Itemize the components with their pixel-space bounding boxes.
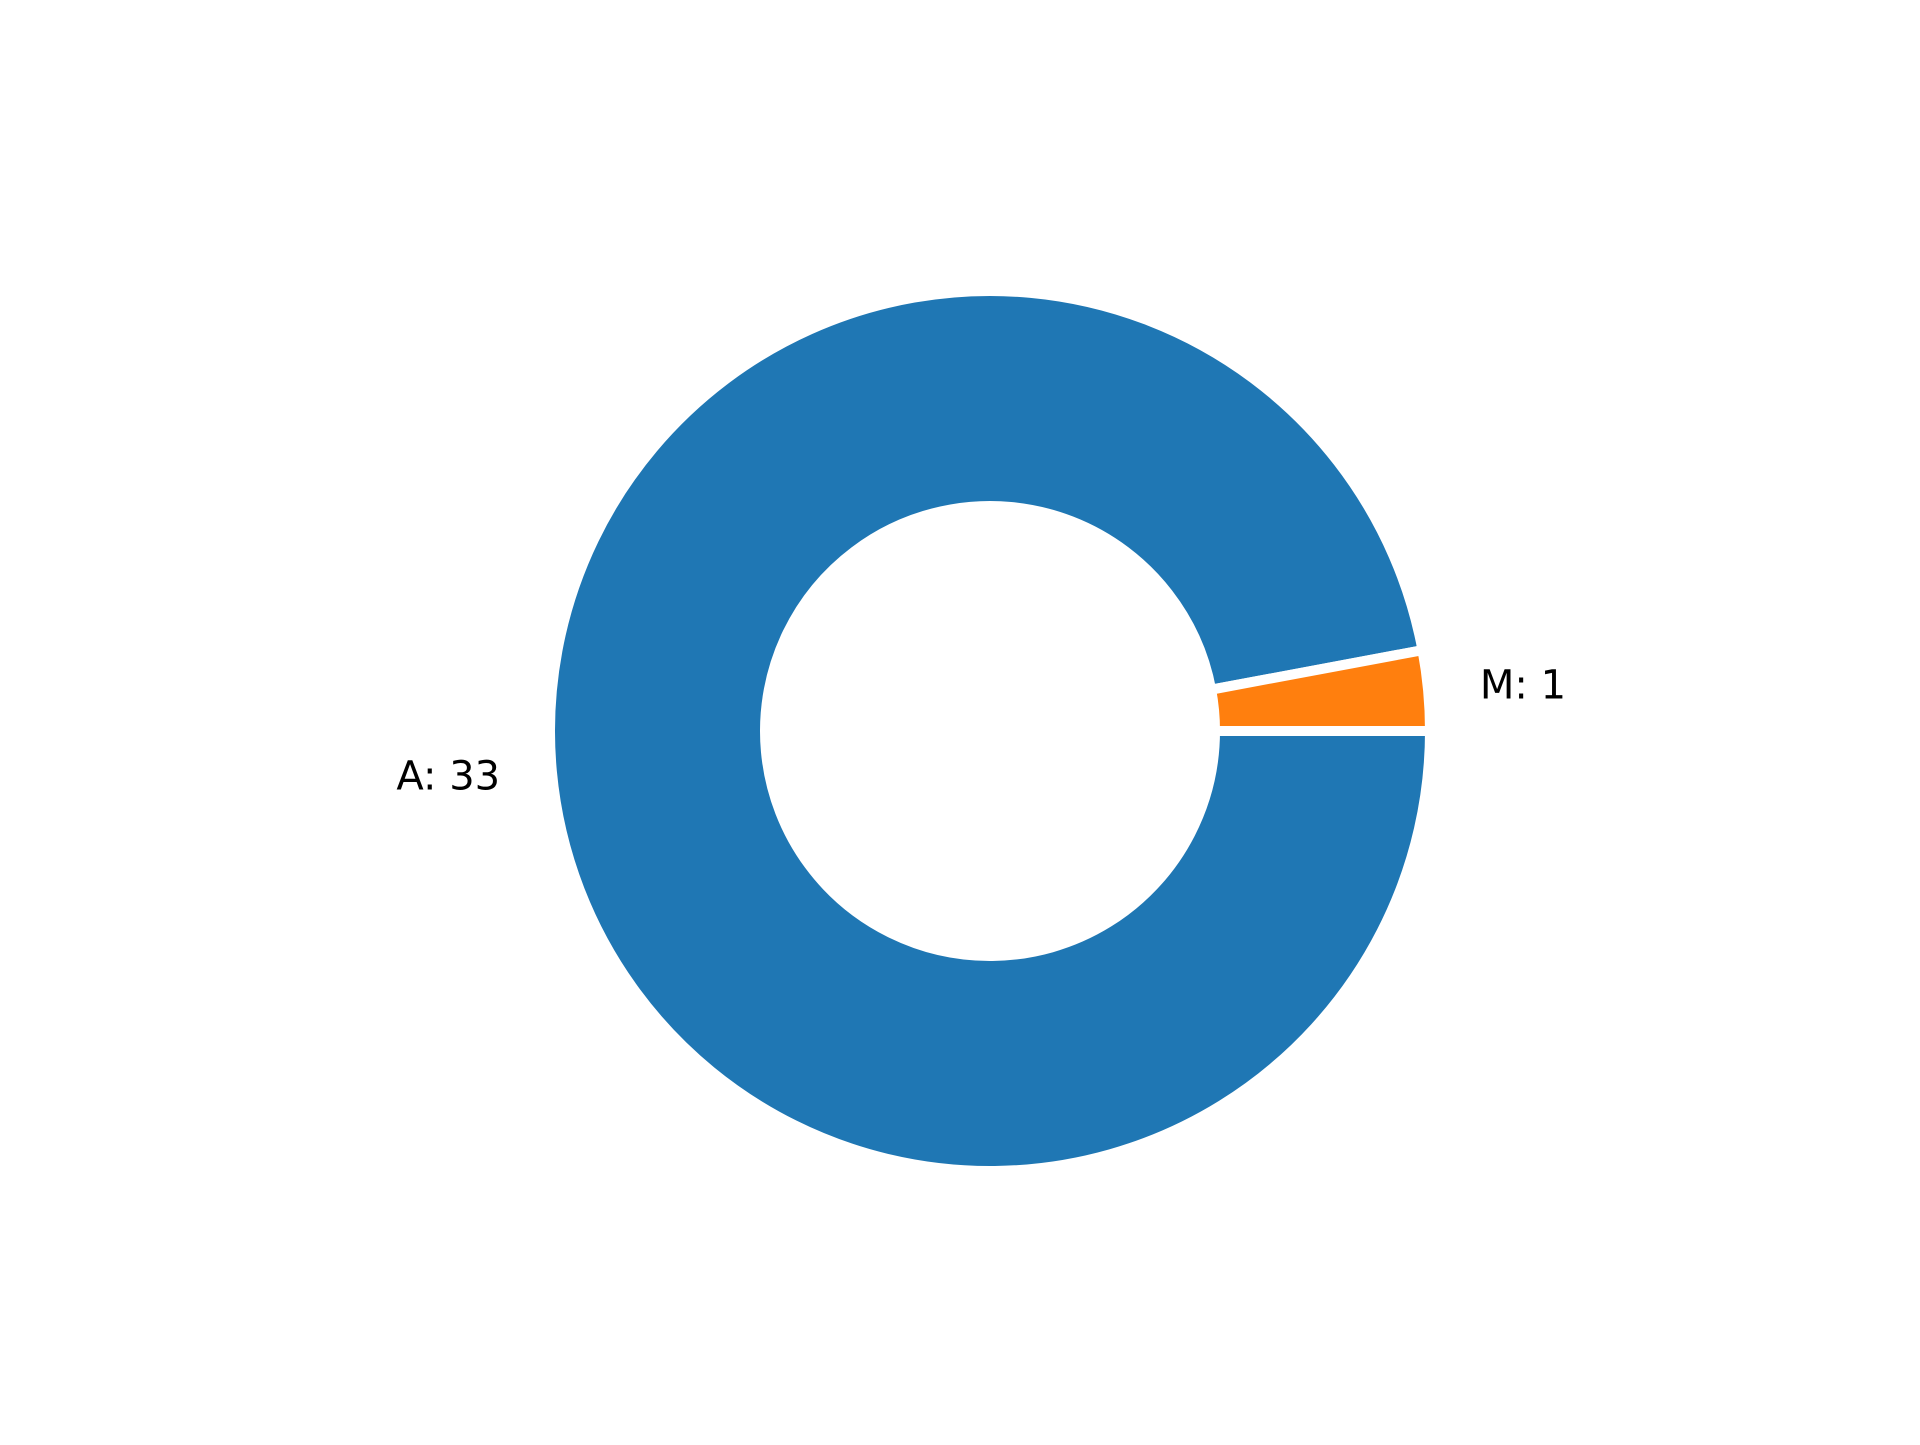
- slice-label-a: A: 33: [396, 753, 500, 799]
- labels-layer: A: 33 M: 1: [396, 663, 1566, 800]
- slice-a: [545, 285, 1436, 1176]
- slice-label-m: M: 1: [1480, 663, 1566, 709]
- slice-m: [1205, 644, 1436, 736]
- slices-layer: [545, 285, 1436, 1176]
